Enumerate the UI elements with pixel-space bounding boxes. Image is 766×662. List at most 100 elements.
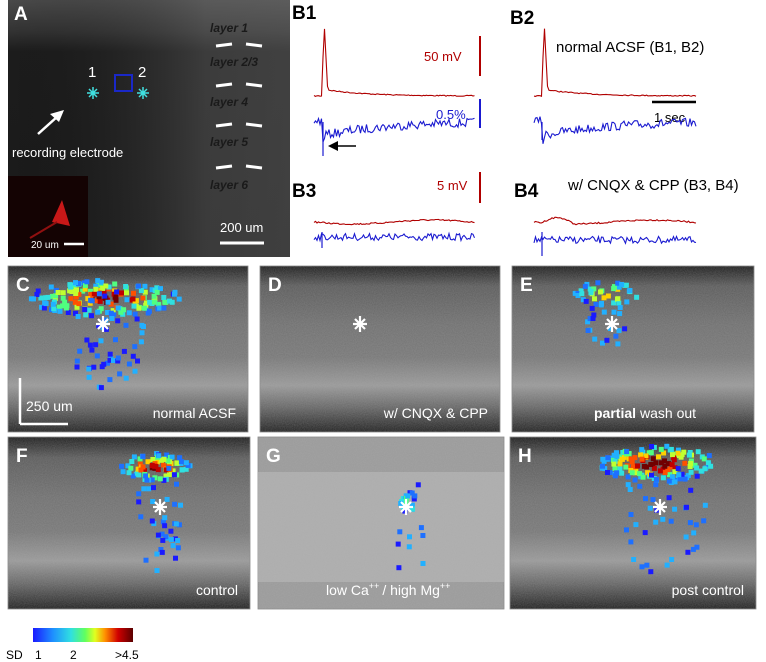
activity-pixel [151, 299, 157, 305]
activity-pixel [650, 497, 656, 503]
activity-pixel [169, 454, 175, 460]
activity-pixel [687, 450, 693, 455]
activity-pixel [154, 285, 160, 291]
activity-pixel [115, 318, 121, 324]
activity-pixel [672, 469, 678, 475]
activity-pixel [420, 561, 426, 566]
activity-pixel [130, 296, 136, 302]
activity-pixel [53, 293, 59, 299]
caption: control [196, 582, 238, 598]
activity-pixel [660, 466, 666, 472]
activity-pixel [140, 464, 146, 470]
activity-pixel [138, 288, 144, 294]
activity-pixel [139, 330, 145, 336]
activity-pixel [590, 316, 596, 321]
activity-pixel [121, 348, 127, 354]
site-label: 2 [138, 64, 146, 81]
activity-pixel [676, 472, 682, 478]
activity-pixel [167, 472, 172, 477]
activity-pixel [89, 313, 94, 319]
activity-pixel [168, 528, 174, 534]
activity-pixel [694, 465, 700, 471]
activity-pixel [418, 525, 424, 531]
activity-pixel [88, 288, 93, 294]
activity-pixel [587, 316, 593, 322]
activity-pixel [671, 457, 677, 463]
activity-pixel [625, 482, 631, 488]
activity-pixel [647, 505, 653, 511]
activity-pixel [143, 473, 149, 479]
activity-pixel [176, 522, 182, 528]
activity-pixel [77, 348, 83, 354]
activity-pixel [407, 534, 412, 540]
activity-pixel [115, 305, 121, 311]
roi-box [114, 74, 133, 92]
activity-pixel [157, 305, 163, 311]
activity-pixel [119, 463, 125, 469]
activity-pixel [675, 450, 681, 456]
trace [313, 116, 475, 143]
activity-pixel [622, 326, 628, 332]
activity-pixel [616, 328, 622, 334]
activity-pixel [653, 460, 659, 466]
activity-pixel [613, 333, 619, 339]
activity-pixel [644, 562, 650, 568]
activity-pixel [131, 454, 137, 460]
activity-pixel [155, 532, 161, 538]
activity-pixel [398, 501, 404, 506]
activity-pixel [589, 305, 595, 311]
activity-pixel [175, 538, 181, 543]
activity-pixel [169, 299, 175, 305]
activity-pixel [88, 291, 94, 297]
caption: normal ACSF [153, 405, 236, 421]
activity-pixel [698, 468, 704, 474]
activity-pixel [690, 546, 696, 552]
activity-pixel [106, 284, 112, 290]
activity-pixel [583, 298, 589, 304]
activity-pixel [612, 465, 618, 471]
activity-pixel [679, 471, 685, 477]
activity-pixel [121, 307, 127, 313]
activity-pixel [113, 294, 119, 300]
activity-pixel [412, 493, 418, 499]
activity-pixel [56, 304, 62, 310]
activity-pixel [107, 377, 113, 383]
activity-pixel [688, 460, 694, 466]
activity-pixel [695, 449, 701, 455]
activity-pixel [105, 299, 111, 305]
activity-pixel [662, 458, 667, 464]
site-markers [87, 87, 149, 99]
activity-pixel [101, 290, 107, 296]
dendrite [29, 221, 58, 239]
activity-pixel [109, 316, 115, 321]
activity-pixel [98, 279, 104, 285]
slice-texture [260, 266, 500, 432]
activity-pixel [137, 456, 143, 462]
activity-pixel [411, 496, 417, 502]
activity-pixel [157, 476, 163, 482]
activity-pixel [588, 288, 594, 294]
activity-pixel [134, 316, 140, 322]
activity-pixel [136, 499, 142, 505]
activity-pixel [107, 357, 113, 363]
activity-pixel [162, 299, 168, 305]
activity-pixel [74, 304, 80, 310]
activity-pixel [162, 515, 168, 521]
electrode-label: recording electrode [12, 145, 123, 160]
activity-pixel [600, 340, 605, 346]
activity-pixel [60, 295, 66, 301]
activity-pixel [142, 289, 148, 295]
activity-pixel [688, 487, 694, 493]
activity-pixel [623, 282, 629, 288]
activity-pixel [136, 491, 142, 497]
activity-pixel [166, 465, 172, 471]
activity-pixel [129, 459, 135, 464]
activity-pixel [595, 280, 601, 286]
activity-pixel [598, 289, 603, 295]
activity-pixel [149, 518, 155, 524]
activity-pixel [95, 278, 101, 284]
activity-pixel [152, 461, 158, 467]
activity-pixel [672, 479, 678, 485]
arrow-head [328, 141, 338, 151]
activity-pixel [60, 303, 66, 309]
